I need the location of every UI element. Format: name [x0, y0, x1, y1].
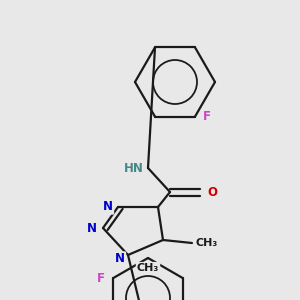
Text: N: N: [115, 253, 125, 266]
Text: O: O: [207, 185, 217, 199]
Text: CH₃: CH₃: [137, 263, 159, 273]
Text: F: F: [203, 110, 211, 123]
Text: HN: HN: [124, 161, 144, 175]
Text: N: N: [103, 200, 113, 214]
Text: CH₃: CH₃: [195, 238, 217, 248]
Text: N: N: [87, 221, 97, 235]
Text: F: F: [98, 272, 105, 284]
